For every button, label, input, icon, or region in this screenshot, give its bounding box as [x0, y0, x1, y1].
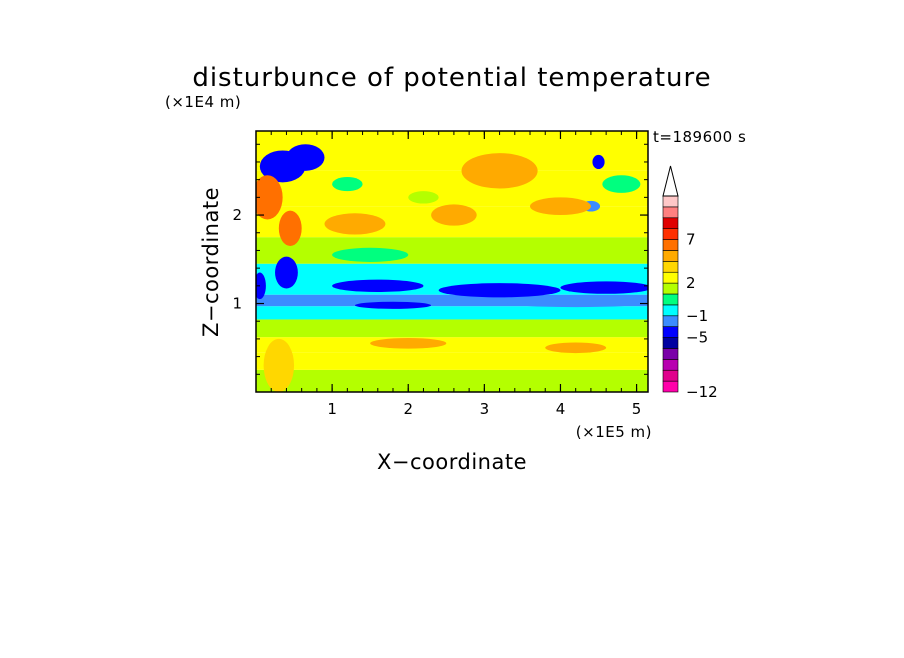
colorbar-segment [662, 195, 679, 208]
x-tick-label: 4 [556, 400, 566, 418]
contour-region [560, 281, 648, 294]
contour-region [507, 248, 569, 262]
contour-region [545, 342, 607, 354]
x-tick-label: 1 [327, 400, 337, 418]
plot-area [256, 131, 648, 392]
contour-region [592, 154, 605, 170]
colorbar-segment [662, 250, 679, 262]
contour-region [263, 338, 295, 392]
colorbar-tick-label: −12 [686, 383, 718, 401]
colorbar-segment [662, 315, 679, 327]
colorbar-segment [662, 348, 679, 360]
colorbar-extend-arrow [662, 165, 679, 197]
colorbar-segment [662, 293, 679, 306]
colorbar-segment [662, 304, 679, 317]
contour-region [324, 213, 386, 235]
y-tick-label: 1 [232, 295, 242, 313]
y-axis: 12 [232, 143, 648, 375]
x-axis: 1 2 3 4 5 [270, 131, 642, 418]
contour-band [256, 352, 648, 370]
colorbar-segment [662, 326, 679, 338]
contour-region [408, 191, 439, 204]
contour-region [332, 247, 409, 262]
colorbar-segment [662, 380, 679, 393]
colorbar-segment [662, 337, 679, 349]
contour-region [256, 272, 266, 300]
y-unit-label: (×1E4 m) [165, 93, 241, 111]
contour-band [256, 319, 648, 338]
contour-band [256, 369, 648, 392]
contour-region [431, 204, 477, 226]
colorbar-segment [662, 282, 679, 295]
contour-region [354, 301, 432, 309]
colorbar-segment [662, 271, 679, 284]
contour-region [275, 256, 298, 289]
colorbar-segment [662, 217, 679, 229]
x-tick-label: 5 [632, 400, 642, 418]
x-unit-label: (×1E5 m) [576, 423, 652, 441]
colorbar-segment [662, 359, 679, 371]
contour-band [256, 294, 648, 307]
contour-band [256, 170, 648, 207]
x-axis-label: X−coordinate [377, 450, 527, 474]
x-tick-label: 2 [403, 400, 413, 418]
x-tick-label: 3 [480, 400, 490, 418]
contour-region [370, 338, 447, 349]
colorbar-tick-label: 7 [686, 231, 696, 249]
colorbar: −12−5−127 [662, 165, 718, 401]
chart-title: disturbunce of potential temperature [192, 63, 711, 93]
colorbar-segment [662, 228, 679, 240]
colorbar-tick-label: 2 [686, 274, 696, 292]
contour-band [256, 237, 648, 264]
contour-region [507, 299, 645, 308]
contour-band [256, 306, 648, 320]
colorbar-segment [662, 206, 679, 219]
colorbar-segment [662, 369, 679, 382]
contour-region [530, 197, 591, 216]
y-tick-label: 2 [232, 206, 242, 224]
colorbar-segment [662, 261, 679, 273]
colorbar-segment [662, 239, 679, 251]
contour-region [278, 210, 302, 247]
contour-region [332, 177, 363, 192]
y-axis-label: Z−coordinate [199, 187, 223, 337]
contour-region [438, 283, 561, 298]
plot-frame [255, 130, 649, 393]
contour-region [256, 175, 283, 220]
contour-region [602, 175, 641, 193]
contour-region [332, 279, 424, 293]
time-label: t=189600 s [653, 128, 746, 146]
contour-region [461, 153, 538, 189]
contour-region [286, 144, 325, 171]
colorbar-tick-label: −1 [686, 307, 708, 325]
colorbar-tick-label: −5 [686, 329, 708, 347]
